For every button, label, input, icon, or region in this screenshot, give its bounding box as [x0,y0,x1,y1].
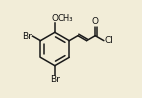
Text: O: O [92,17,99,26]
Text: Br: Br [22,32,32,41]
Text: CH₃: CH₃ [57,14,73,23]
Text: Cl: Cl [105,36,113,45]
Text: O: O [51,14,58,23]
Text: Br: Br [50,75,60,84]
